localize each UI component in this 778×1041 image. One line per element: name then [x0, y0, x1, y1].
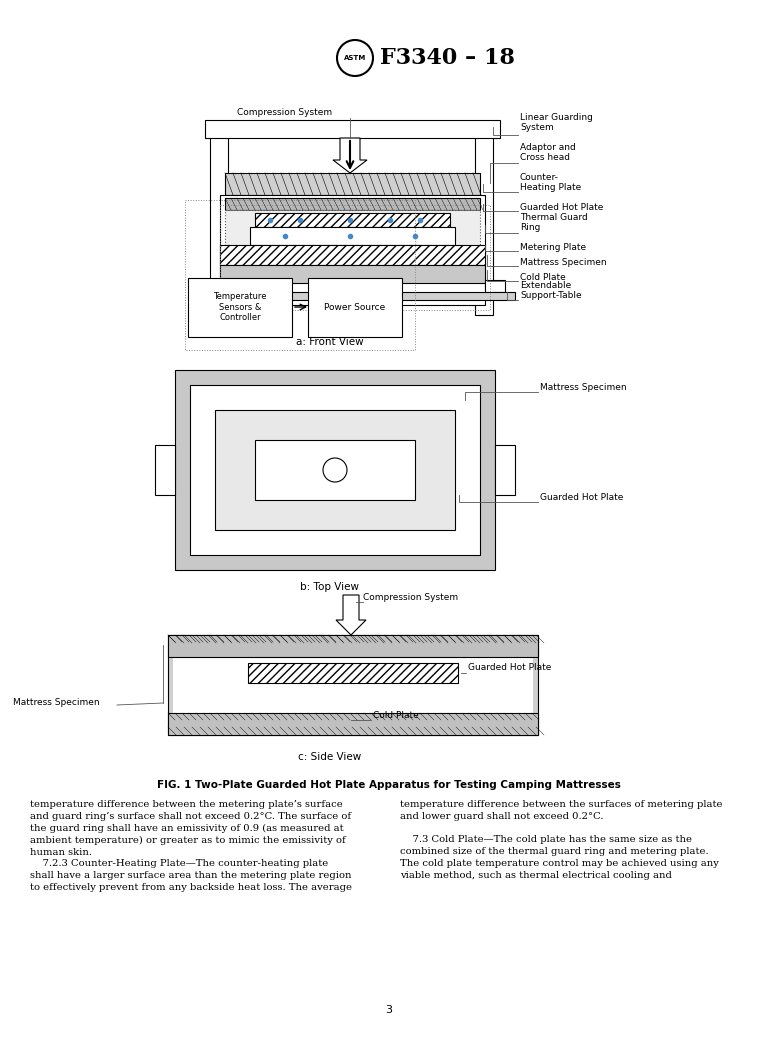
- Bar: [220, 205, 490, 310]
- Circle shape: [323, 458, 347, 482]
- Bar: [168, 635, 538, 657]
- Text: Compression System: Compression System: [237, 108, 332, 117]
- Polygon shape: [336, 595, 366, 635]
- Bar: [485, 280, 505, 291]
- Bar: [495, 445, 515, 496]
- Text: Power Source: Power Source: [324, 303, 386, 311]
- Text: Extendable
Support-Table: Extendable Support-Table: [520, 281, 582, 300]
- Text: temperature difference between the surfaces of metering plate
and lower guard sh: temperature difference between the surfa…: [400, 799, 723, 880]
- Text: Guarded Hot Plate: Guarded Hot Plate: [520, 203, 604, 212]
- Polygon shape: [333, 138, 367, 173]
- Text: Adaptor and
Cross head: Adaptor and Cross head: [520, 143, 576, 162]
- Bar: [173, 643, 533, 727]
- Text: Compression System: Compression System: [363, 593, 458, 602]
- Text: Cold Plate: Cold Plate: [373, 711, 419, 720]
- Text: Linear Guarding
System: Linear Guarding System: [520, 112, 593, 132]
- Bar: [248, 663, 458, 683]
- Bar: [155, 445, 175, 496]
- Bar: [175, 370, 495, 570]
- Text: b: Top View: b: Top View: [300, 582, 359, 592]
- Bar: [168, 635, 538, 735]
- FancyBboxPatch shape: [188, 278, 292, 337]
- Bar: [195, 291, 515, 300]
- Text: Counter-
Heating Plate: Counter- Heating Plate: [520, 173, 581, 192]
- Text: Cold Plate: Cold Plate: [520, 273, 566, 282]
- Bar: [255, 213, 450, 227]
- Bar: [475, 125, 493, 315]
- Text: Mattress Specimen: Mattress Specimen: [520, 258, 607, 266]
- Bar: [250, 227, 455, 245]
- Bar: [225, 210, 480, 270]
- Bar: [220, 245, 485, 265]
- Bar: [220, 195, 485, 305]
- FancyBboxPatch shape: [308, 278, 402, 337]
- Text: Temperature
Sensors &
Controller: Temperature Sensors & Controller: [213, 293, 267, 322]
- Bar: [220, 265, 485, 283]
- Text: c: Side View: c: Side View: [299, 752, 362, 762]
- Bar: [200, 280, 220, 291]
- Text: a: Front View: a: Front View: [296, 337, 364, 347]
- Bar: [185, 200, 415, 350]
- Text: Guarded Hot Plate: Guarded Hot Plate: [468, 663, 552, 672]
- Text: Mattress Specimen: Mattress Specimen: [13, 699, 100, 707]
- Text: ASTM: ASTM: [344, 55, 366, 61]
- Text: FIG. 1 Two-Plate Guarded Hot Plate Apparatus for Testing Camping Mattresses: FIG. 1 Two-Plate Guarded Hot Plate Appar…: [157, 780, 621, 790]
- Text: 3: 3: [386, 1005, 392, 1015]
- Bar: [190, 385, 480, 555]
- Bar: [215, 410, 455, 530]
- Text: temperature difference between the metering plate’s surface
and guard ring’s sur: temperature difference between the meter…: [30, 799, 352, 892]
- Text: F3340 – 18: F3340 – 18: [380, 47, 515, 69]
- Text: Thermal Guard
Ring: Thermal Guard Ring: [520, 212, 587, 232]
- Bar: [210, 125, 228, 315]
- Bar: [225, 198, 480, 210]
- Text: Metering Plate: Metering Plate: [520, 243, 586, 252]
- Bar: [225, 173, 480, 195]
- Bar: [168, 713, 538, 735]
- Bar: [255, 440, 415, 500]
- Bar: [205, 120, 500, 138]
- Text: Mattress Specimen: Mattress Specimen: [540, 383, 626, 392]
- Text: Guarded Hot Plate: Guarded Hot Plate: [540, 493, 623, 502]
